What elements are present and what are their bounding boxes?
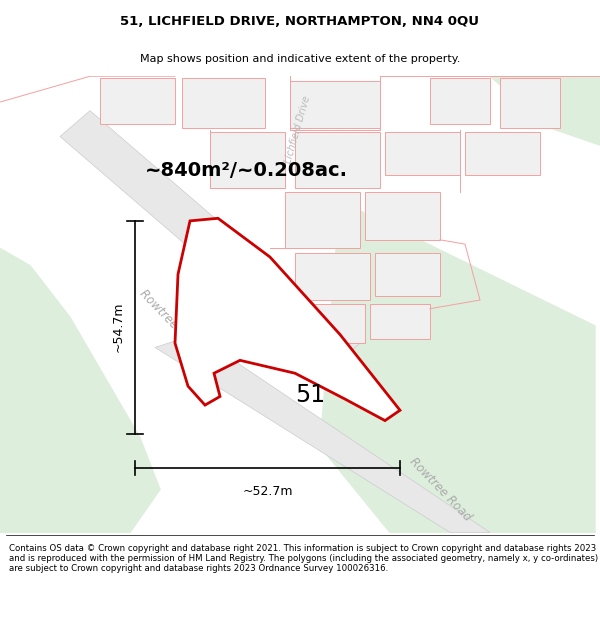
Polygon shape	[365, 192, 440, 240]
Text: Map shows position and indicative extent of the property.: Map shows position and indicative extent…	[140, 54, 460, 64]
Polygon shape	[430, 78, 490, 124]
Text: ~52.7m: ~52.7m	[242, 485, 293, 498]
Polygon shape	[285, 192, 360, 248]
Polygon shape	[295, 132, 380, 188]
Polygon shape	[0, 248, 160, 532]
Polygon shape	[295, 253, 370, 300]
Polygon shape	[375, 253, 440, 296]
Polygon shape	[385, 132, 460, 175]
Polygon shape	[155, 334, 490, 532]
Text: 51: 51	[295, 382, 325, 407]
Text: Rowtree Road: Rowtree Road	[137, 288, 203, 356]
Text: Lichfield Drive: Lichfield Drive	[284, 94, 313, 164]
Polygon shape	[500, 78, 560, 128]
Polygon shape	[182, 78, 265, 128]
Text: ~54.7m: ~54.7m	[112, 302, 125, 352]
Polygon shape	[490, 76, 600, 145]
Text: 51, LICHFIELD DRIVE, NORTHAMPTON, NN4 0QU: 51, LICHFIELD DRIVE, NORTHAMPTON, NN4 0Q…	[121, 15, 479, 28]
Polygon shape	[320, 201, 595, 532]
Polygon shape	[465, 132, 540, 175]
Text: ~840m²/~0.208ac.: ~840m²/~0.208ac.	[145, 161, 348, 181]
Polygon shape	[210, 132, 285, 188]
Polygon shape	[305, 304, 365, 343]
Text: Rowtree Road: Rowtree Road	[407, 455, 473, 524]
Polygon shape	[370, 304, 430, 339]
Text: Contains OS data © Crown copyright and database right 2021. This information is : Contains OS data © Crown copyright and d…	[9, 544, 598, 573]
Polygon shape	[175, 218, 400, 421]
Polygon shape	[100, 78, 175, 124]
Polygon shape	[290, 81, 380, 128]
Polygon shape	[60, 111, 360, 369]
